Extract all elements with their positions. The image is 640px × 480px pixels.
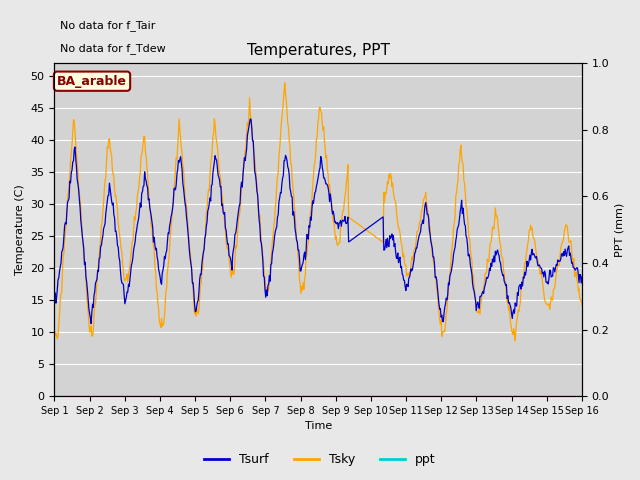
Tsky	[51, 330, 58, 336]
Tsurf	[87, 321, 95, 326]
Tsky	[168, 216, 175, 222]
Tsurf	[115, 254, 123, 260]
Y-axis label: PPT (mm): PPT (mm)	[615, 203, 625, 257]
Tsky	[281, 80, 289, 85]
ppt	[168, 393, 175, 399]
Tsky	[115, 221, 122, 227]
ppt	[51, 393, 58, 399]
ppt	[60, 393, 68, 399]
Tsurf	[384, 235, 392, 241]
Tsky	[398, 245, 406, 251]
Y-axis label: Temperature (C): Temperature (C)	[15, 184, 25, 275]
Text: BA_arable: BA_arable	[57, 75, 127, 88]
Tsky	[383, 186, 390, 192]
X-axis label: Time: Time	[305, 421, 332, 432]
ppt	[115, 393, 122, 399]
Tsurf	[196, 271, 204, 277]
Line: Tsky: Tsky	[54, 83, 582, 341]
Tsurf	[169, 206, 177, 212]
Tsurf	[51, 296, 58, 301]
Tsky	[60, 250, 68, 256]
Tsurf	[399, 273, 407, 278]
Tsky	[578, 302, 586, 308]
Tsky	[196, 294, 204, 300]
ppt	[578, 393, 586, 399]
ppt	[397, 393, 405, 399]
ppt	[196, 393, 204, 399]
Tsurf	[578, 274, 586, 280]
Tsky	[511, 338, 519, 344]
ppt	[382, 393, 390, 399]
Tsurf	[60, 234, 68, 240]
Line: Tsurf: Tsurf	[54, 119, 582, 324]
Legend: Tsurf, Tsky, ppt: Tsurf, Tsky, ppt	[199, 448, 441, 471]
Title: Temperatures, PPT: Temperatures, PPT	[247, 43, 390, 58]
Text: No data for f_Tair: No data for f_Tair	[60, 20, 155, 31]
Tsurf	[246, 116, 254, 122]
Text: No data for f_Tdew: No data for f_Tdew	[60, 43, 165, 54]
